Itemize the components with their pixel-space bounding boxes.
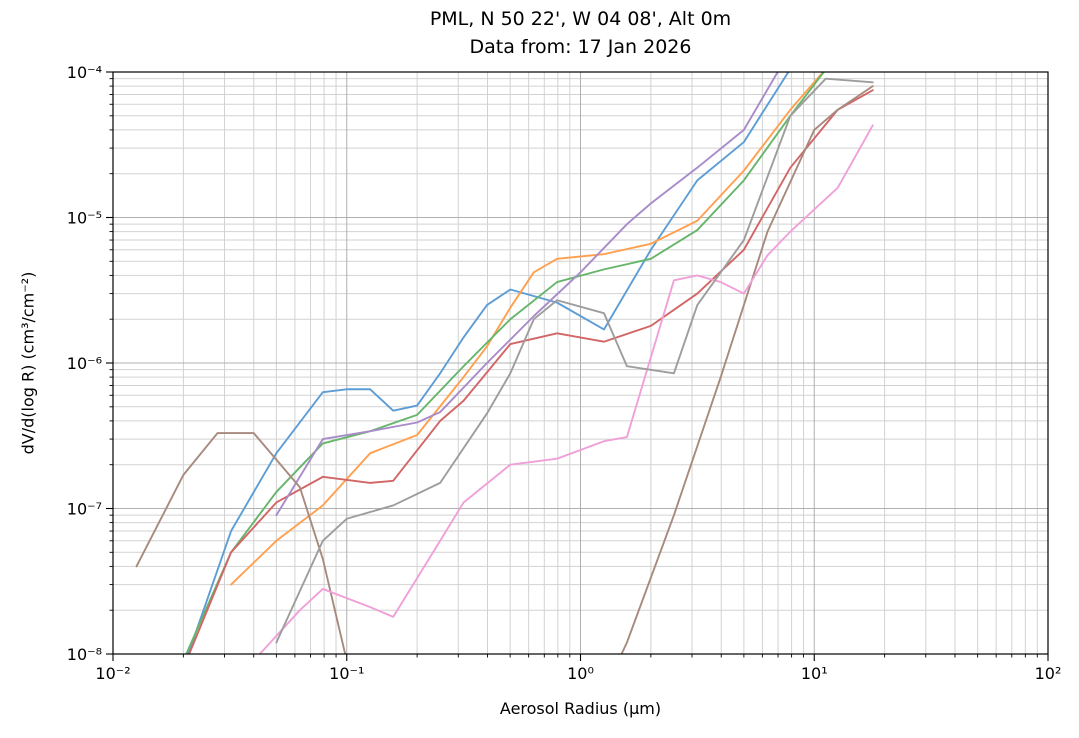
chart-title: PML, N 50 22', W 04 08', Alt 0m xyxy=(429,8,732,30)
series-3-green xyxy=(185,72,826,654)
series-6-brown xyxy=(135,85,874,654)
series-1-blue xyxy=(187,72,790,654)
series-4-red xyxy=(188,89,874,654)
y-tick-label: 10⁻⁷ xyxy=(67,500,102,519)
series-8-gray xyxy=(275,77,874,644)
x-axis-label: Aerosol Radius (μm) xyxy=(499,699,662,718)
x-tick-label: 10² xyxy=(1035,664,1062,683)
y-tick-label: 10⁻⁶ xyxy=(67,354,102,373)
x-tick-label: 10⁻² xyxy=(95,664,130,683)
x-tick-label: 10⁰ xyxy=(567,664,594,683)
x-tick-label: 10¹ xyxy=(801,664,828,683)
y-tick-label: 10⁻⁴ xyxy=(67,63,102,82)
x-tick-label: 10⁻¹ xyxy=(329,664,364,683)
y-tick-label: 10⁻⁸ xyxy=(67,645,102,664)
series-7-pink xyxy=(258,124,874,654)
series-5-purple xyxy=(275,72,779,517)
chart-subtitle: Data from: 17 Jan 2026 xyxy=(469,36,692,58)
y-tick-label: 10⁻⁵ xyxy=(67,209,102,228)
